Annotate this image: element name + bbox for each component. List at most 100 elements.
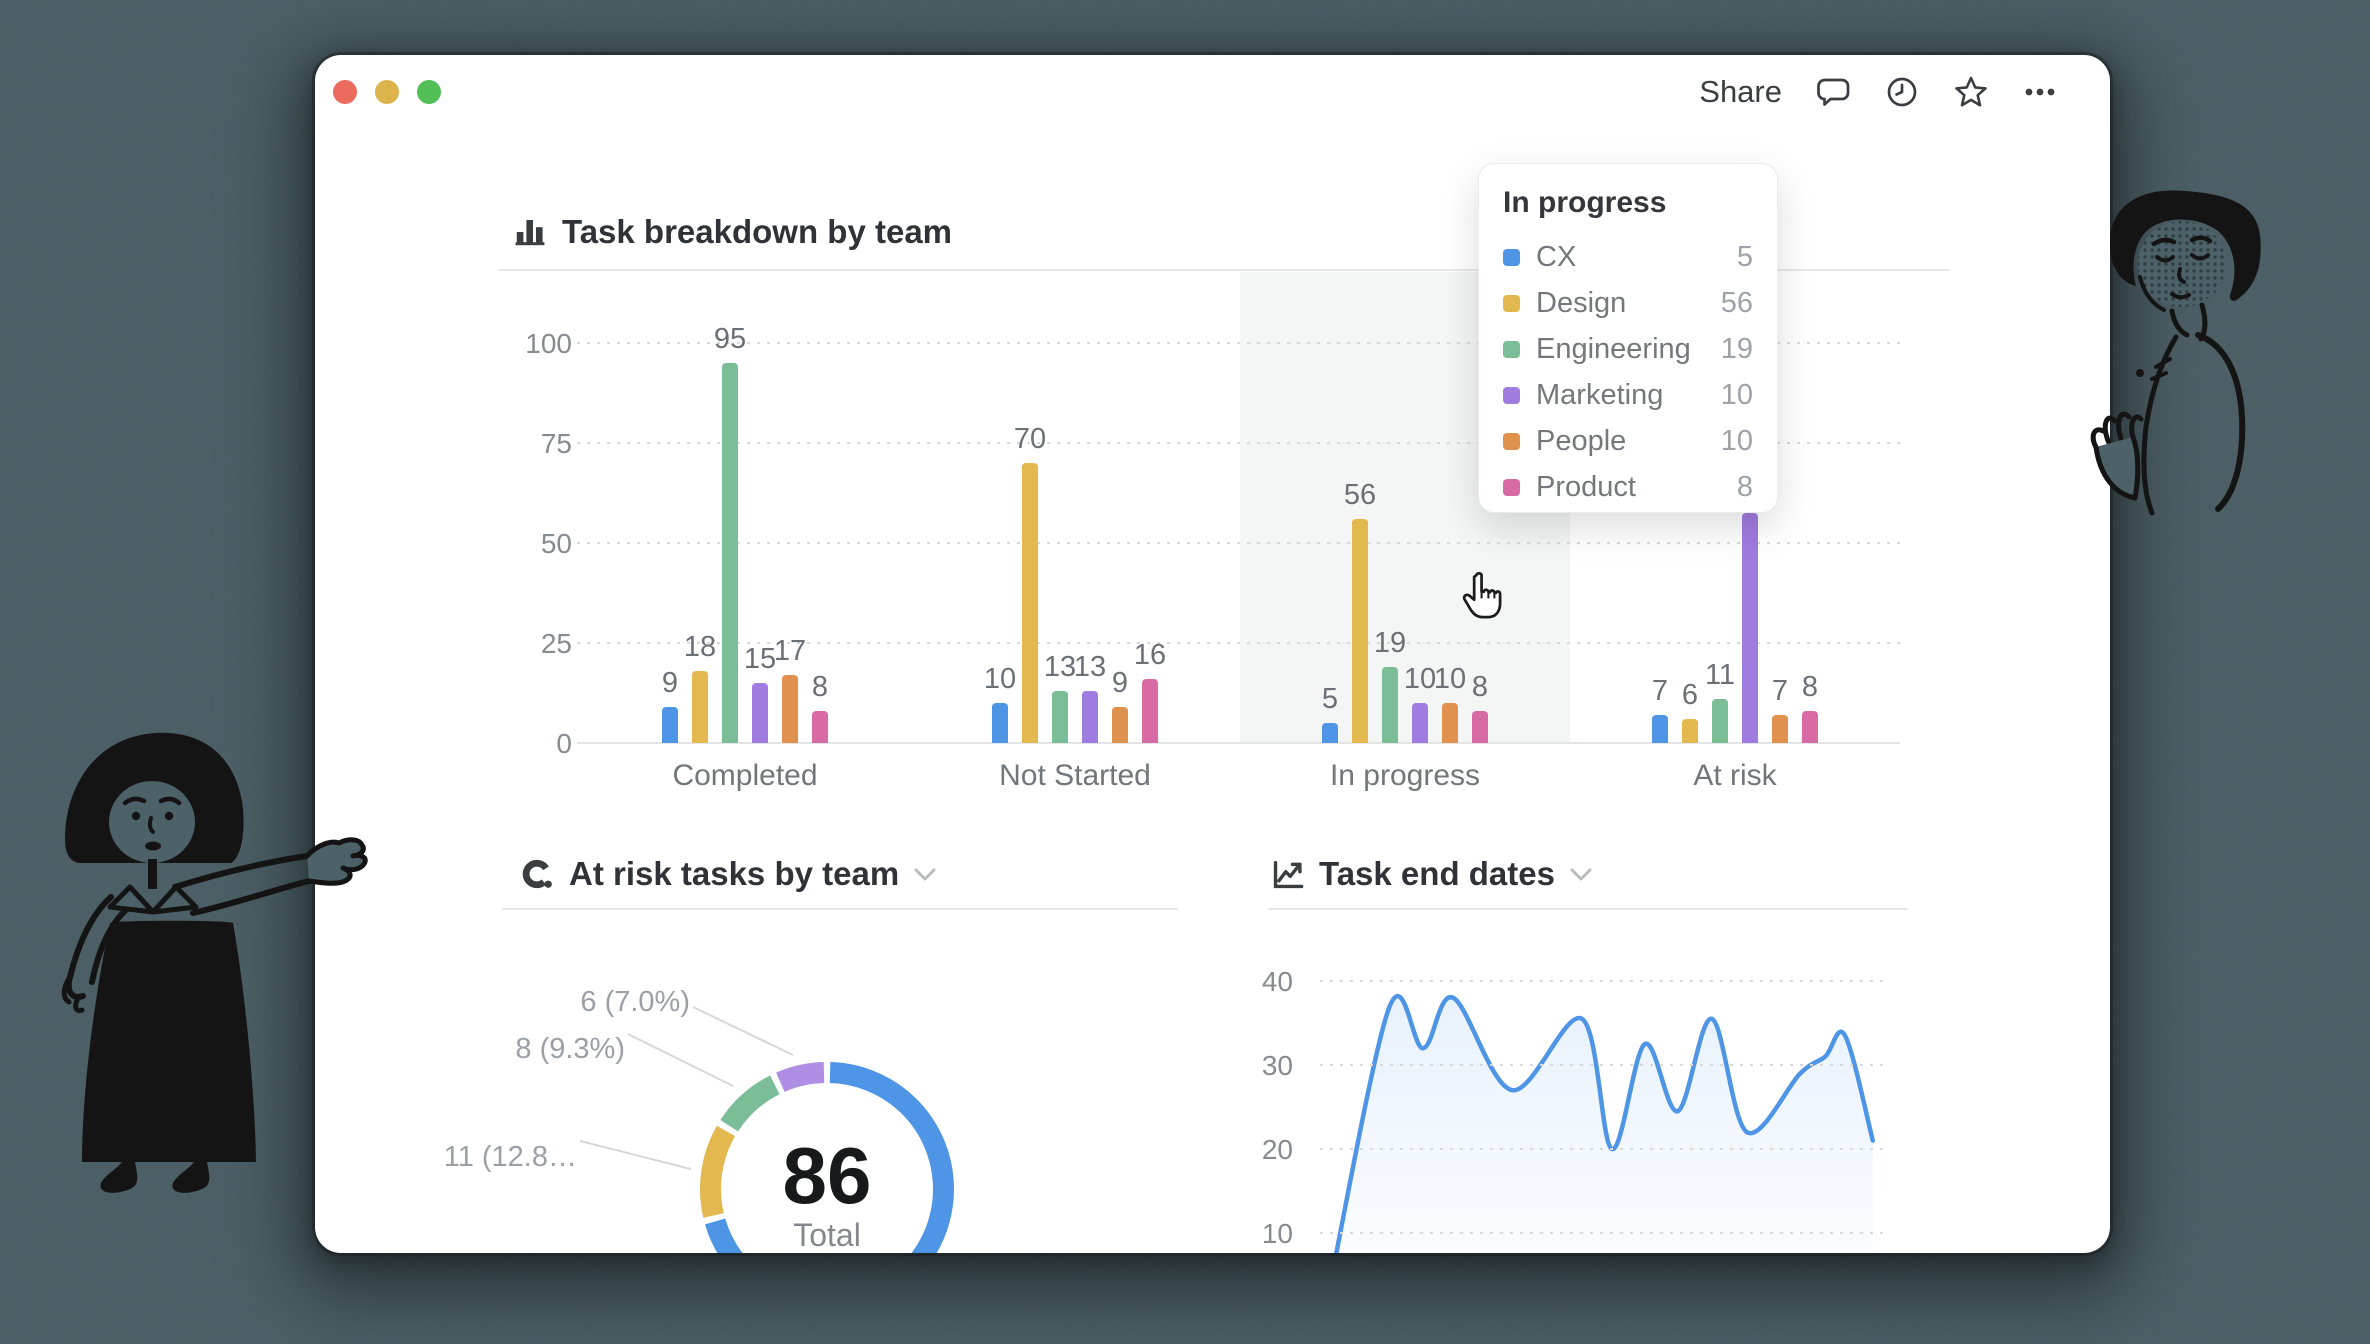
tooltip-series-value: 5 [1736,240,1753,273]
tooltip-series-value: 19 [1720,332,1753,365]
bar-cx-at-risk[interactable] [1652,715,1668,743]
bar-people-not-started[interactable] [1112,707,1128,743]
y-axis-tick: 100 [525,328,572,359]
series-color-swatch [1503,340,1520,358]
divider [502,908,1178,910]
bar-chart-title: Task breakdown by team [562,213,953,250]
gridline [1320,1064,1887,1066]
donut-total-value: 86 [782,1131,872,1220]
series-color-swatch [1503,294,1520,312]
bar-people-at-risk[interactable] [1772,715,1788,743]
tooltip-series-label: Product [1536,470,1636,503]
chevron-down-icon[interactable] [913,867,937,882]
bar-value-label: 95 [713,323,747,355]
bar-product-completed[interactable] [812,711,828,743]
tooltip-row: Engineering 19 [1503,326,1753,372]
tooltip-row: Marketing 10 [1503,372,1753,418]
bar-design-not-started[interactable] [1022,463,1038,743]
bar-value-label: 16 [1133,639,1167,671]
bar-cx-completed[interactable] [662,707,678,743]
donut-callout-11: 11 (12.8… [443,1141,577,1173]
bar-people-in-progress[interactable] [1442,703,1458,743]
gridline [1320,1232,1887,1234]
tooltip-row: Design 56 [1503,280,1753,326]
x-axis-category-label: At risk [1693,759,1777,792]
bar-engineering-completed[interactable] [722,363,738,743]
tooltip-series-label: Marketing [1536,378,1664,411]
line-chart-canvas[interactable] [1268,908,1928,1253]
bar-value-label: 8 [1801,671,1819,703]
bar-chart-icon [515,220,545,246]
tooltip-series-value: 10 [1720,424,1753,457]
star-icon[interactable] [1953,74,1989,110]
tooltip-series-label: Engineering [1536,332,1691,365]
window-toolbar: Share [1699,55,2058,129]
x-axis-category-label: In progress [1329,759,1481,792]
tooltip-title: In progress [1503,186,1667,219]
bar-product-at-risk[interactable] [1802,711,1818,743]
bar-marketing-in-progress[interactable] [1412,703,1428,743]
bar-design-at-risk[interactable] [1682,719,1698,743]
series-color-swatch [1503,478,1520,496]
tooltip-series-value: 10 [1720,378,1753,411]
chart-hover-tooltip: In progress CX 5 Design 56 Engineering 19 Mark… [1478,163,1778,513]
bar-value-label: 56 [1343,479,1377,511]
gridline [1320,980,1887,982]
traffic-light-zoom[interactable] [417,80,441,104]
donut-slice[interactable] [720,1075,780,1132]
y-axis-tick: 0 [556,728,572,759]
series-color-swatch [1503,386,1520,404]
bar-engineering-not-started[interactable] [1052,691,1068,743]
callout-leader-line [627,1033,734,1087]
tooltip-row: People 10 [1503,418,1753,464]
donut-chart-title: At risk tasks by team [569,855,900,892]
donut-chart-icon [522,859,552,889]
y-axis-tick: 20 [1261,1134,1293,1165]
y-axis-tick: 25 [540,628,572,659]
tooltip-series-label: People [1536,424,1627,457]
bar-value-label: 70 [1013,423,1047,455]
bar-value-label: 17 [773,635,807,667]
app-window: Share [315,55,2110,1253]
traffic-light-close[interactable] [333,80,357,104]
bar-cx-not-started[interactable] [992,703,1008,743]
y-axis-tick: 10 [1261,1218,1293,1249]
y-axis-tick: 40 [1261,966,1293,997]
bar-value-label: 8 [1471,671,1489,703]
x-axis-category-label: Not Started [999,759,1151,792]
bar-design-completed[interactable] [692,671,708,743]
tooltip-row: CX 5 [1503,234,1753,280]
donut-callout-8: 8 (9.3%) [515,1033,625,1065]
line-chart-title: Task end dates [1319,855,1555,892]
bar-value-label: 8 [811,671,829,703]
share-button[interactable]: Share [1699,74,1782,109]
series-color-swatch [1503,248,1520,266]
traffic-light-minimize[interactable] [375,80,399,104]
gridline [1320,1148,1887,1150]
tooltip-series-value: 56 [1720,286,1753,319]
bar-product-not-started[interactable] [1142,679,1158,743]
line-chart-icon [1273,860,1304,889]
callout-leader-line [692,1006,794,1056]
bar-cx-in-progress[interactable] [1322,723,1338,743]
line-title-row: Task end dates [1271,855,1593,893]
bar-marketing-completed[interactable] [752,683,768,743]
tooltip-series-label: CX [1536,240,1577,273]
donut-callout-6: 6 (7.0%) [580,986,690,1018]
tooltip-row: Product 8 [1503,464,1753,510]
chevron-down-icon[interactable] [1569,867,1593,882]
x-axis-category-label: Completed [672,759,818,792]
bar-engineering-at-risk[interactable] [1712,699,1728,743]
x-axis-line [577,742,1900,744]
bar-product-in-progress[interactable] [1472,711,1488,743]
tooltip-series-label: Design [1536,286,1627,319]
history-clock-icon[interactable] [1884,74,1920,110]
bar-marketing-at-risk[interactable] [1742,513,1758,743]
donut-slice[interactable] [776,1062,825,1093]
comment-icon[interactable] [1815,74,1851,110]
more-ellipsis-icon[interactable] [2022,74,2058,110]
bar-chart-title-row: Task breakdown by team [512,213,952,251]
bar-value-label: 19 [1373,627,1407,659]
donut-total-label: Total [793,1217,861,1253]
